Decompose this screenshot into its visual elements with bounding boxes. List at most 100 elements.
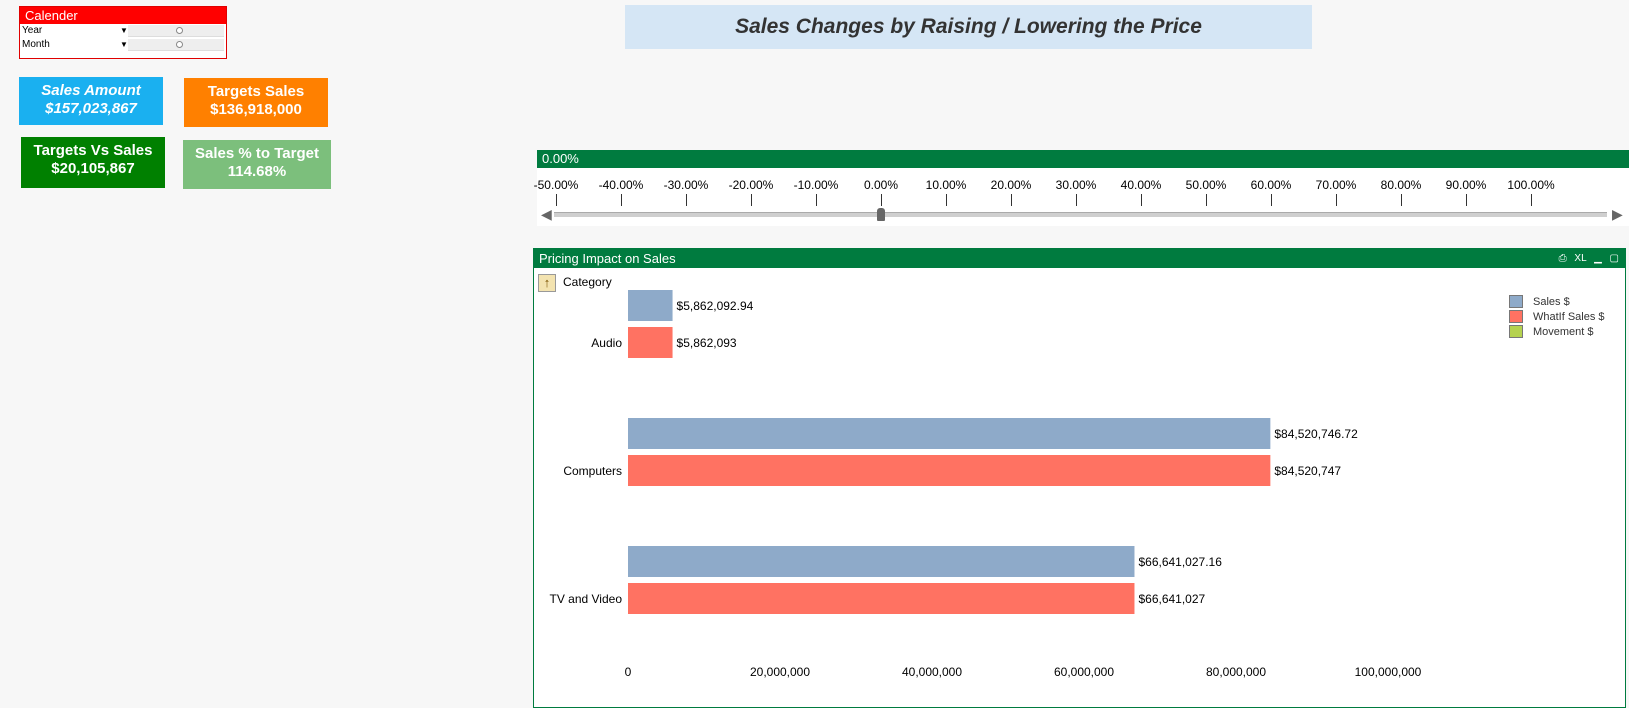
x-axis-tick-label: 60,000,000	[1054, 665, 1114, 679]
kpi-targets-vs-sales-label: Targets Vs Sales	[33, 142, 153, 159]
slider-tick-mark	[621, 194, 622, 206]
slider-tick-label: 20.00%	[990, 178, 1032, 192]
price-change-slider-panel: 0.00% -50.00% -40.00% -30.00% -20.00% -10.00…	[534, 150, 1629, 226]
slider-tick-label: 50.00%	[1185, 178, 1227, 192]
chart-panel-title: Pricing Impact on Sales	[539, 251, 676, 266]
kpi-sales-pct-target-value: 114.68%	[227, 163, 287, 180]
slider-tick-mark	[1401, 194, 1402, 206]
slider-tick-label: -40.00%	[598, 178, 644, 192]
slider-tick-mark	[881, 194, 882, 206]
slider-tick-mark	[1336, 194, 1337, 206]
data-label: $66,641,027.16	[1138, 555, 1222, 569]
bar-sales-	[628, 290, 673, 321]
month-label: Month	[22, 39, 50, 50]
year-slider-knob[interactable]	[176, 27, 183, 34]
minimize-icon[interactable]: ▁	[1594, 253, 1602, 264]
x-axis-tick-label: 0	[625, 665, 632, 679]
price-change-slider-track[interactable]	[554, 212, 1607, 217]
slider-tick-mark	[1206, 194, 1207, 206]
x-axis-tick-label: 20,000,000	[750, 665, 810, 679]
data-label: $5,862,092.94	[677, 299, 754, 313]
month-dropdown-icon[interactable]: ▼	[120, 40, 128, 49]
xl-icon[interactable]: XL	[1574, 253, 1587, 264]
legend-label: Movement $	[1533, 326, 1594, 338]
dimension-label: Category	[563, 275, 612, 289]
year-dropdown-icon[interactable]: ▼	[120, 26, 128, 35]
kpi-targets-sales-label: Targets Sales	[207, 83, 305, 100]
slider-tick-mark	[1271, 194, 1272, 206]
data-label: $66,641,027	[1138, 592, 1205, 606]
slider-tick-mark	[1141, 194, 1142, 206]
calendar-box: Calender Year ▼ Month ▼	[19, 6, 227, 59]
slider-tick-mark	[686, 194, 687, 206]
bar-sales-	[628, 418, 1271, 449]
chart-panel-header: Pricing Impact on Sales ⎙ XL ▁ ▢	[534, 249, 1625, 268]
legend-swatch	[1509, 295, 1523, 308]
x-axis-tick-label: 40,000,000	[902, 665, 962, 679]
kpi-targets-vs-sales: Targets Vs Sales $20,105,867	[21, 137, 165, 188]
x-axis-tick-label: 100,000,000	[1355, 665, 1422, 679]
slider-tick-label: -20.00%	[728, 178, 774, 192]
slider-tick-label: 40.00%	[1120, 178, 1162, 192]
slider-tick-label: -10.00%	[793, 178, 839, 192]
slider-tick-mark	[751, 194, 752, 206]
price-change-slider-thumb[interactable]	[877, 208, 885, 221]
slider-current-value: 0.00%	[537, 150, 1629, 168]
kpi-sales-amount-value: $157,023,867	[45, 100, 137, 117]
maximize-icon[interactable]: ▢	[1609, 253, 1619, 264]
slider-tick-label: 0.00%	[863, 178, 899, 192]
drill-up-icon[interactable]: ↑	[538, 274, 556, 292]
kpi-sales-amount-label: Sales Amount	[41, 82, 141, 99]
slider-tick-mark	[816, 194, 817, 206]
category-label: Computers	[563, 464, 622, 478]
print-icon[interactable]: ⎙	[1558, 253, 1567, 264]
bar-sales-	[628, 546, 1135, 577]
slider-tick-label: -50.00%	[533, 178, 579, 192]
slider-tick-mark	[1531, 194, 1532, 206]
kpi-targets-sales-value: $136,918,000	[210, 101, 302, 118]
slider-tick-label: 80.00%	[1380, 178, 1422, 192]
kpi-targets-sales: Targets Sales $136,918,000	[184, 78, 328, 127]
legend-label: WhatIf Sales $	[1533, 311, 1605, 323]
slider-tick-mark	[1011, 194, 1012, 206]
slider-tick-label: 30.00%	[1055, 178, 1097, 192]
slider-tick-label: 100.00%	[1507, 178, 1555, 192]
kpi-sales-amount: Sales Amount $157,023,867	[19, 77, 163, 125]
x-axis-tick-label: 80,000,000	[1206, 665, 1266, 679]
legend-label: Sales $	[1533, 296, 1570, 308]
data-label: $84,520,747	[1274, 464, 1341, 478]
slider-tick-label: 90.00%	[1445, 178, 1487, 192]
legend-swatch	[1509, 325, 1523, 338]
month-slider[interactable]	[128, 39, 224, 51]
kpi-sales-pct-target: Sales % to Target 114.68%	[183, 140, 331, 189]
month-slider-knob[interactable]	[176, 41, 183, 48]
calendar-title: Calender	[20, 7, 226, 24]
kpi-sales-pct-target-label: Sales % to Target	[195, 145, 319, 162]
slider-tick-mark	[946, 194, 947, 206]
slider-tick-mark	[556, 194, 557, 206]
year-slider[interactable]	[128, 25, 224, 37]
slider-tick-label: 10.00%	[925, 178, 967, 192]
pricing-impact-chart-panel: Pricing Impact on Sales ⎙ XL ▁ ▢ ↑ Categ…	[533, 248, 1626, 708]
data-label: $5,862,093	[677, 336, 737, 350]
bar-whatif-sales-	[628, 455, 1271, 486]
legend-swatch	[1509, 310, 1523, 323]
slider-tick-mark	[1466, 194, 1467, 206]
category-label: Audio	[591, 336, 622, 350]
bar-whatif-sales-	[628, 583, 1135, 614]
page-title: Sales Changes by Raising / Lowering the …	[625, 5, 1312, 49]
category-label: TV and Video	[550, 592, 623, 606]
slider-tick-label: -30.00%	[663, 178, 709, 192]
bar-whatif-sales-	[628, 327, 673, 358]
slider-right-arrow-icon[interactable]: ▶	[1612, 206, 1623, 222]
slider-tick-label: 60.00%	[1250, 178, 1292, 192]
year-label: Year	[22, 25, 43, 36]
slider-tick-label: 70.00%	[1315, 178, 1357, 192]
bar-chart: Audio $5,862,092.94 $5,862,093 Computers $84…	[550, 290, 1422, 679]
slider-tick-mark	[1076, 194, 1077, 206]
kpi-targets-vs-sales-value: $20,105,867	[51, 160, 135, 177]
year-selector[interactable]: Year ▼	[20, 24, 226, 38]
data-label: $84,520,746.72	[1274, 427, 1358, 441]
slider-left-arrow-icon[interactable]: ◀	[541, 206, 552, 222]
month-selector[interactable]: Month ▼	[20, 38, 226, 52]
